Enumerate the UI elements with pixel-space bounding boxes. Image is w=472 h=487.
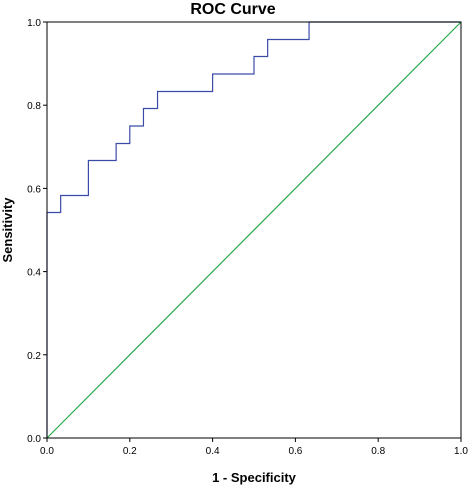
x-tick-label: 0.6 — [288, 446, 302, 457]
x-tick-label: 0.8 — [371, 446, 385, 457]
y-tick-label: 0.0 — [27, 434, 41, 445]
y-tick-label: 0.4 — [27, 268, 41, 279]
x-tick-label: 0.0 — [40, 446, 54, 457]
y-tick-label: 0.6 — [27, 184, 41, 195]
y-tick-label: 0.2 — [27, 351, 41, 362]
reference-diagonal-line — [47, 22, 461, 438]
plot-area: 0.0 0.2 0.4 0.6 0.8 1.0 0.0 0.2 0.4 0.6 0.8 1.0 — [27, 18, 468, 457]
x-axis-label: 1 - Specificity — [212, 470, 297, 485]
x-tick-label: 1.0 — [454, 446, 468, 457]
y-axis-label: Sensitivity — [0, 197, 15, 263]
x-tick-label: 0.2 — [123, 446, 137, 457]
y-tick-label: 0.8 — [27, 101, 41, 112]
chart-title: ROC Curve — [190, 1, 275, 18]
x-tick-label: 0.4 — [206, 446, 220, 457]
y-tick-label: 1.0 — [27, 18, 41, 29]
